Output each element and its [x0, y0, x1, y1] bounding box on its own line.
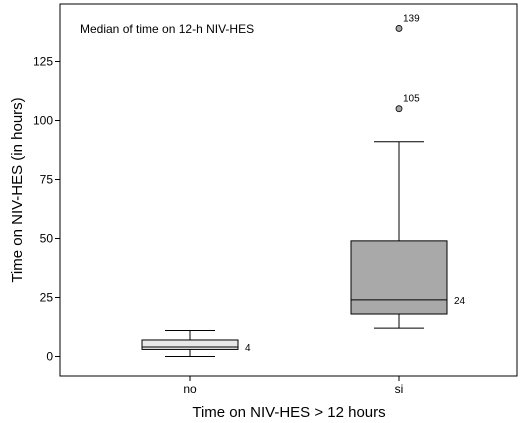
median-label: 24: [454, 296, 466, 307]
box-group-si: 24 105 139: [350, 13, 466, 329]
x-tick-label: si: [395, 382, 404, 396]
median-label: 4: [245, 343, 251, 354]
box-iqr: [350, 240, 448, 315]
y-tick-label: 75: [40, 173, 54, 187]
outlier-label: 105: [403, 94, 420, 105]
outlier-label: 139: [403, 13, 420, 24]
y-tick-label: 25: [40, 291, 54, 305]
y-tick-label: 0: [46, 350, 53, 364]
outlier-point: [395, 105, 403, 113]
x-tick-label: no: [183, 382, 197, 396]
x-axis-label: Time on NIV-HES > 12 hours: [192, 404, 385, 421]
chart-title: Median of time on 12-h NIV-HES: [80, 22, 254, 36]
box-iqr: [141, 339, 239, 350]
y-axis-label: Time on NIV-HES (in hours): [9, 97, 26, 282]
axis-layer: 0 25 50 75 100 125 no si: [33, 55, 403, 397]
plot-frame: [59, 3, 518, 377]
box-group-no: 4: [141, 330, 251, 357]
outlier-point: [395, 25, 403, 32]
y-tick-label: 100: [33, 114, 53, 128]
box-layer: 4 24 105 139: [141, 13, 466, 357]
y-tick-label: 125: [33, 55, 53, 69]
y-tick-label: 50: [40, 232, 54, 246]
